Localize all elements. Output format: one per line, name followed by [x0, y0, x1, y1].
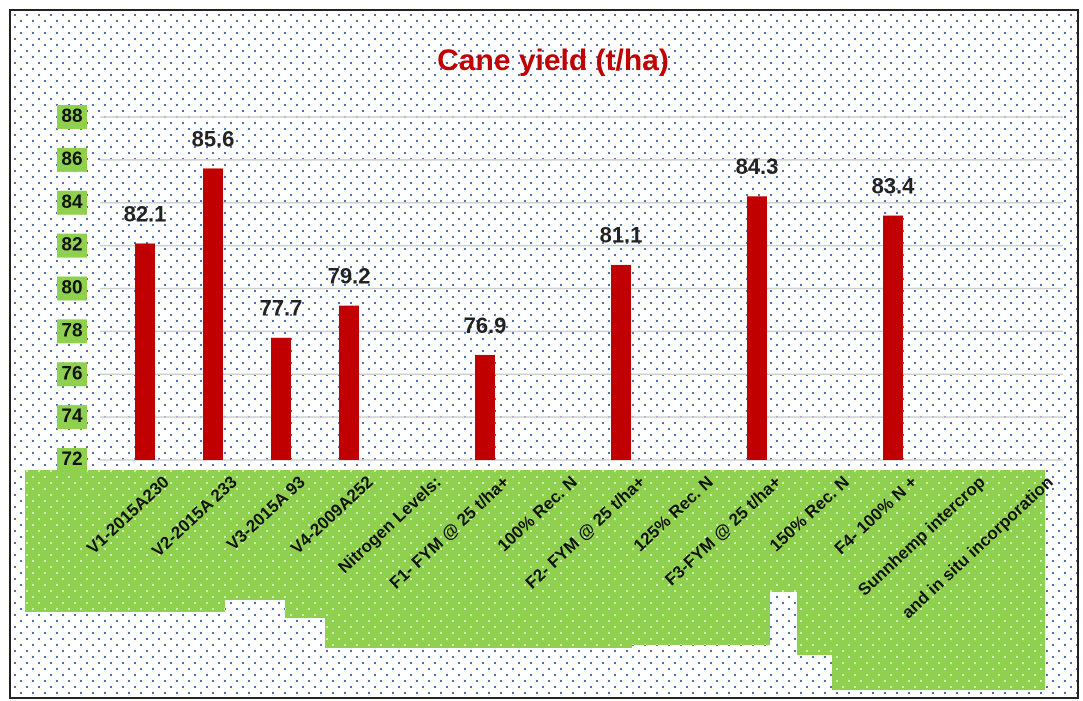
- value-label: 79.2: [328, 263, 371, 288]
- chart-title: Cane yield (t/ha): [437, 44, 669, 77]
- y-tick-label: 72: [61, 449, 82, 470]
- y-tick-box: [57, 362, 87, 387]
- value-label: 76.9: [464, 313, 507, 338]
- y-tick-label: 84: [61, 192, 83, 213]
- y-tick-box: [57, 319, 87, 344]
- bar: [747, 196, 767, 460]
- y-tick-label: 82: [61, 235, 82, 256]
- y-tick-label: 88: [61, 106, 82, 127]
- y-tick-label: 80: [61, 278, 82, 299]
- y-tick-label: 86: [61, 149, 82, 170]
- y-tick-label: 74: [61, 406, 83, 427]
- value-label: 77.7: [260, 296, 303, 321]
- value-label: 81.1: [600, 223, 643, 248]
- value-label: 84.3: [736, 154, 779, 179]
- bar: [203, 168, 223, 460]
- bar: [611, 264, 631, 460]
- y-tick-box: [57, 276, 87, 301]
- y-tick-box: [57, 190, 87, 215]
- value-label: 85.6: [192, 126, 235, 151]
- value-label: 82.1: [124, 201, 167, 226]
- bar: [271, 337, 291, 460]
- y-tick-box: [57, 405, 87, 430]
- y-tick-box: [57, 233, 87, 258]
- x-label-area: [25, 470, 1045, 690]
- y-tick-label: 78: [61, 320, 82, 341]
- y-tick-box: [57, 105, 87, 129]
- y-tick-box: [57, 448, 87, 472]
- y-tick-box: [57, 147, 87, 172]
- bar: [339, 305, 359, 460]
- bar: [135, 243, 155, 460]
- bar: [883, 215, 903, 460]
- value-label: 83.4: [872, 173, 916, 198]
- y-tick-label: 76: [61, 363, 82, 384]
- bar: [475, 354, 495, 460]
